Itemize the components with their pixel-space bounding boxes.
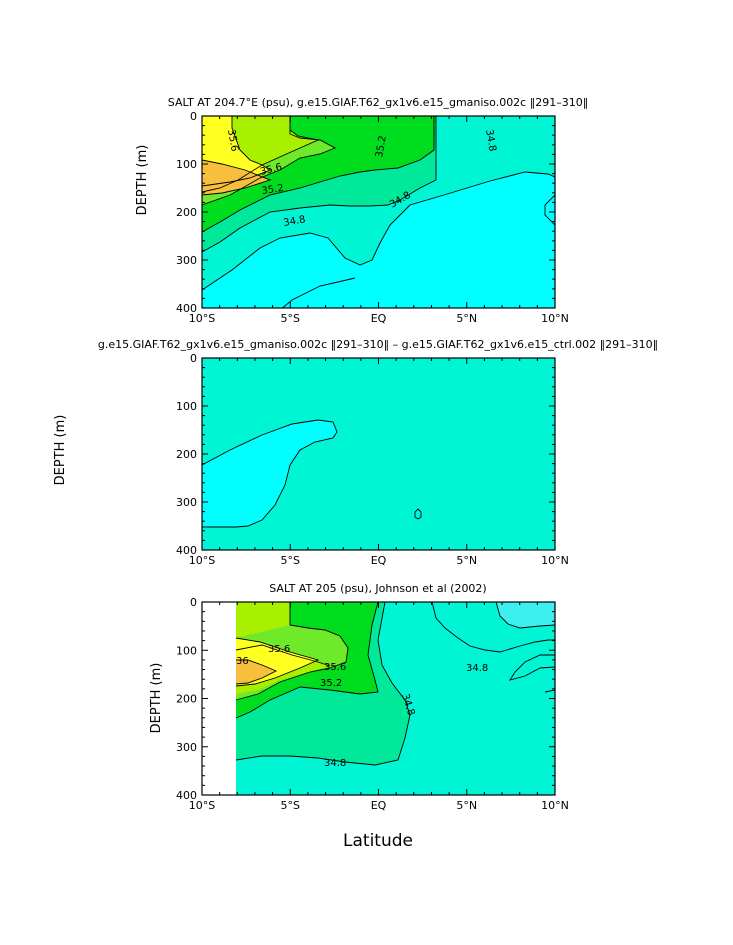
panel2-contour-lines bbox=[202, 419, 422, 528]
panel3-ticks: 10°S 5°S EQ 5°N 10°N 0 100 200 300 400 bbox=[176, 596, 569, 812]
y-tick-label: 100 bbox=[176, 644, 197, 657]
y-tick-label: 0 bbox=[190, 110, 197, 123]
y-tick-label: 200 bbox=[176, 693, 197, 706]
y-tick-label: 400 bbox=[176, 544, 197, 557]
x-tick-label: 5°S bbox=[281, 799, 300, 812]
contour-line bbox=[281, 277, 356, 308]
contour-label: 36 bbox=[236, 656, 249, 667]
contour-line bbox=[235, 644, 331, 667]
panel2-title: g.e15.GIAF.T62_gx1v6.e15_gmaniso.002c ‖2… bbox=[98, 338, 658, 351]
y-tick-label: 300 bbox=[176, 741, 197, 754]
contour-line bbox=[202, 129, 320, 193]
panel2-ylabel: DEPTH (m) bbox=[53, 415, 68, 486]
x-tick-label: EQ bbox=[371, 312, 387, 325]
contour-line bbox=[235, 602, 379, 719]
panel-model-difference: g.e15.GIAF.T62_gx1v6.e15_gmaniso.002c ‖2… bbox=[53, 338, 658, 567]
panel3-contour-lines bbox=[235, 602, 555, 766]
panel1-fill bbox=[202, 116, 555, 308]
contour-label: 34.8 bbox=[483, 129, 498, 153]
contour-label: 34.8 bbox=[283, 214, 307, 229]
contour-label: 34.8 bbox=[324, 758, 346, 769]
contour-line bbox=[235, 602, 411, 766]
contour-line bbox=[414, 508, 422, 520]
x-tick-label: 5°S bbox=[281, 554, 300, 567]
y-tick-label: 200 bbox=[176, 448, 197, 461]
x-tick-label: 10°N bbox=[541, 799, 569, 812]
contour-label: 35.2 bbox=[320, 678, 342, 689]
x-tick-label: 5°N bbox=[456, 799, 477, 812]
contour-line bbox=[202, 159, 272, 196]
panel3-ylabel: DEPTH (m) bbox=[149, 663, 164, 734]
y-tick-label: 200 bbox=[176, 206, 197, 219]
panel1-contour-lines bbox=[202, 116, 555, 308]
contour-line bbox=[235, 637, 320, 687]
panel3-fill bbox=[202, 602, 555, 795]
y-tick-label: 400 bbox=[176, 789, 197, 802]
contour-label: 35.2 bbox=[261, 183, 285, 197]
x-tick-label: 10°S bbox=[189, 554, 215, 567]
contour-fill-core bbox=[202, 160, 270, 195]
panel2-fill bbox=[202, 358, 555, 550]
y-tick-label: 400 bbox=[176, 302, 197, 315]
contour-line bbox=[431, 602, 555, 653]
contour-line bbox=[495, 602, 555, 629]
contour-label: 35.6 bbox=[268, 644, 290, 655]
y-tick-label: 300 bbox=[176, 254, 197, 267]
x-tick-label: 10°N bbox=[541, 312, 569, 325]
panel-model-salinity: 35.6 35.2 34.8 35.6 35.2 34.8 34.8 SALT … bbox=[135, 96, 588, 325]
contour-fill-fresh-ne bbox=[496, 602, 555, 628]
contour-line bbox=[202, 171, 555, 291]
contour-fill-core bbox=[236, 660, 276, 684]
contour-line bbox=[509, 654, 555, 681]
y-tick-label: 300 bbox=[176, 496, 197, 509]
panel-observed-salinity: 35.6 36 35.6 35.2 34.8 34.8 34.8 SALT AT… bbox=[149, 582, 569, 851]
x-tick-label: 5°N bbox=[456, 554, 477, 567]
x-tick-label: 5°N bbox=[456, 312, 477, 325]
contour-label: 35.6 bbox=[324, 662, 346, 673]
panel3-title: SALT AT 205 (psu), Johnson et al (2002) bbox=[269, 582, 486, 595]
contour-line bbox=[202, 116, 435, 233]
difference-negative-region bbox=[202, 420, 337, 527]
x-tick-label: EQ bbox=[371, 799, 387, 812]
contour-line bbox=[202, 419, 338, 528]
contour-line bbox=[202, 116, 337, 206]
contour-line bbox=[235, 659, 278, 685]
contour-fill-35.6 bbox=[236, 602, 290, 638]
panel2-ticks: 10°S 5°S EQ 5°N 10°N 0 100 200 300 400 bbox=[176, 352, 569, 567]
x-tick-label: 10°S bbox=[189, 312, 215, 325]
panel3-xlabel: Latitude bbox=[343, 831, 413, 851]
x-tick-label: 5°S bbox=[281, 312, 300, 325]
x-tick-label: EQ bbox=[371, 554, 387, 567]
contour-label: 35.2 bbox=[374, 135, 389, 159]
y-tick-label: 100 bbox=[176, 158, 197, 171]
contour-label: 34.8 bbox=[466, 663, 488, 674]
contour-line bbox=[544, 194, 555, 226]
contour-line bbox=[202, 116, 437, 253]
panel1-title: SALT AT 204.7°E (psu), g.e15.GIAF.T62_gx… bbox=[168, 96, 588, 109]
y-tick-label: 0 bbox=[190, 596, 197, 609]
x-tick-label: 10°N bbox=[541, 554, 569, 567]
x-tick-label: 10°S bbox=[189, 799, 215, 812]
panel1-ticks: 10°S 5°S EQ 5°N 10°N 0 100 200 300 400 bbox=[176, 110, 569, 325]
y-tick-label: 0 bbox=[190, 352, 197, 365]
contour-label: 35.6 bbox=[225, 129, 240, 153]
panel1-ylabel: DEPTH (m) bbox=[135, 145, 150, 216]
contour-label: 35.6 bbox=[259, 162, 283, 178]
contour-line bbox=[235, 602, 349, 701]
contour-line bbox=[544, 689, 555, 693]
y-tick-label: 100 bbox=[176, 400, 197, 413]
contour-line bbox=[202, 116, 271, 187]
